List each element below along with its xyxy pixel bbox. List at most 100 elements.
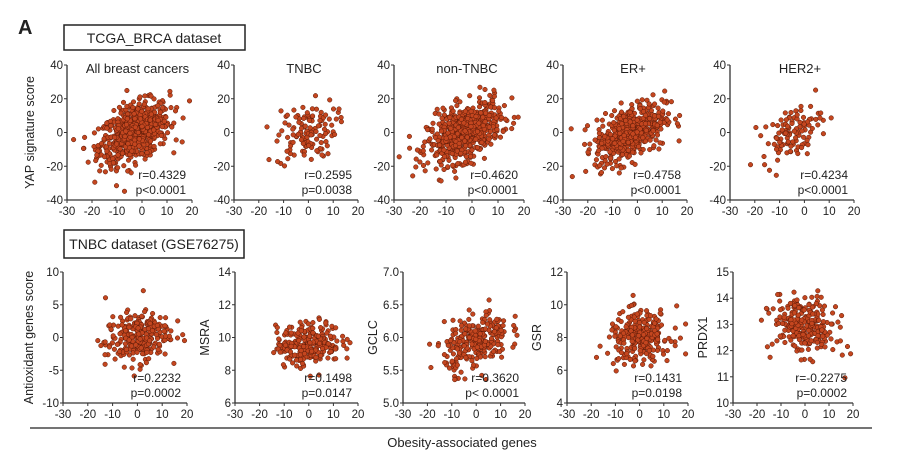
data-point	[668, 99, 674, 105]
data-point	[482, 99, 488, 106]
data-point	[820, 319, 827, 325]
data-point	[110, 160, 116, 166]
data-point	[770, 122, 776, 128]
data-point	[625, 314, 631, 320]
data-point	[284, 112, 290, 118]
y-tick-label: 14	[716, 293, 729, 305]
y-tick-label: 0	[224, 128, 230, 140]
bottom-dataset-label: TNBC dataset (GSE76275)	[69, 236, 239, 252]
data-point	[763, 124, 769, 130]
data-point	[305, 321, 311, 327]
data-point	[482, 326, 488, 332]
x-tick-label: 20	[681, 206, 694, 218]
x-tick-label: 20	[352, 409, 365, 421]
data-point	[599, 117, 605, 123]
data-point	[806, 327, 812, 334]
data-point	[95, 126, 101, 132]
data-point	[114, 341, 120, 347]
data-point	[611, 108, 618, 114]
data-point	[323, 139, 329, 145]
data-point	[134, 349, 140, 355]
y-tick-label: 10	[46, 267, 59, 279]
y-axis-label: GCLC	[366, 320, 380, 355]
data-point	[114, 141, 120, 147]
data-point	[603, 154, 609, 160]
data-point	[135, 106, 141, 112]
y-tick-label: 15	[716, 267, 729, 279]
p-value: p<0.0001	[631, 183, 682, 197]
data-point	[128, 343, 135, 349]
data-point	[276, 336, 282, 342]
data-point	[148, 138, 154, 144]
data-point	[469, 341, 475, 347]
data-point	[801, 121, 807, 127]
data-point	[637, 126, 643, 132]
data-point	[104, 120, 110, 126]
data-point	[111, 346, 117, 352]
y-tick-label: -20	[542, 161, 559, 173]
data-point	[340, 333, 346, 339]
data-point	[582, 141, 588, 147]
data-point	[476, 95, 483, 101]
x-tick-label: -20	[251, 409, 268, 421]
data-point	[493, 115, 499, 121]
data-point	[466, 323, 472, 329]
x-tick-label: 20	[682, 409, 695, 421]
data-point	[445, 130, 451, 136]
data-point	[80, 145, 87, 152]
x-tick-label: 20	[186, 206, 199, 218]
data-point	[129, 148, 135, 154]
data-point	[333, 325, 339, 331]
y-tick-label: 20	[546, 94, 559, 106]
data-point	[97, 168, 103, 174]
data-point	[277, 349, 283, 355]
data-point	[619, 121, 625, 127]
data-point	[660, 108, 666, 114]
data-point	[116, 104, 122, 110]
data-point	[122, 133, 128, 139]
data-point	[634, 98, 640, 104]
data-point	[664, 117, 670, 123]
data-point	[139, 150, 145, 157]
data-point	[466, 316, 472, 322]
data-point	[327, 333, 334, 339]
data-point	[798, 357, 804, 363]
data-point	[169, 124, 175, 130]
x-tick-label: 0	[636, 409, 642, 421]
data-point	[162, 351, 168, 357]
data-point	[596, 130, 602, 136]
data-point	[477, 354, 484, 360]
data-point	[763, 305, 769, 311]
data-point	[607, 149, 613, 155]
data-point	[85, 159, 91, 165]
data-points	[95, 288, 188, 379]
data-point	[629, 338, 635, 344]
data-point	[413, 164, 419, 170]
data-point	[445, 164, 451, 170]
data-point	[777, 139, 783, 145]
data-point	[338, 114, 344, 121]
data-point	[661, 99, 667, 105]
data-point	[777, 333, 783, 339]
y-tick-label: 0	[720, 128, 726, 140]
data-point	[640, 361, 646, 367]
data-point	[466, 307, 472, 313]
data-point	[487, 317, 493, 323]
y-tick-label: 40	[546, 60, 559, 72]
data-point	[636, 333, 642, 339]
data-point	[287, 349, 294, 355]
data-point	[152, 121, 158, 128]
y-tick-label: 0	[57, 128, 63, 140]
y-tick-label: 14	[218, 267, 231, 279]
data-point	[334, 338, 340, 344]
data-point	[434, 152, 440, 158]
data-point	[452, 377, 458, 383]
data-point	[314, 148, 320, 154]
data-point	[791, 128, 797, 134]
data-point	[115, 152, 121, 158]
data-point	[161, 118, 167, 124]
data-point	[600, 123, 606, 129]
data-point	[93, 158, 99, 164]
data-point	[783, 117, 789, 123]
data-point	[627, 119, 633, 125]
